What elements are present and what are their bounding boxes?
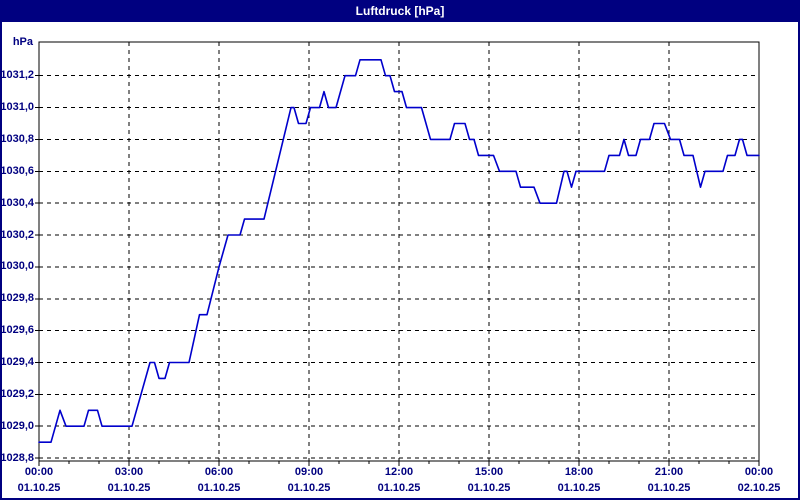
window-title: Luftdruck [hPa]: [355, 4, 445, 18]
x-axis-time-label: 06:00: [204, 466, 234, 478]
y-axis-unit-label: hPa: [12, 36, 33, 48]
x-axis-date-label: 02.10.25: [737, 482, 781, 494]
x-axis-time-label: 00:00: [744, 466, 774, 478]
y-axis-tick-label: 1031,0: [0, 101, 34, 114]
pressure-series-line: [38, 58, 760, 444]
x-axis-date-label: 01.10.25: [647, 482, 691, 494]
x-axis-time-label: 21:00: [654, 466, 684, 478]
y-axis-tick-label: 1031,2: [0, 69, 34, 82]
x-axis-date-label: 01.10.25: [467, 482, 511, 494]
x-axis-date-label: 01.10.25: [377, 482, 421, 494]
x-axis-time-label: 03:00: [114, 466, 144, 478]
x-axis-time-label: 12:00: [384, 466, 414, 478]
x-axis-date-label: 01.10.25: [107, 482, 151, 494]
title-bar: Luftdruck [hPa]: [0, 0, 800, 22]
y-axis-tick-label: 1029,8: [0, 292, 34, 305]
x-axis-time-label: 15:00: [474, 466, 504, 478]
x-axis-date-label: 01.10.25: [557, 482, 601, 494]
y-axis-tick-label: 1029,2: [0, 387, 34, 400]
y-axis-tick-label: 1030,8: [0, 132, 34, 145]
x-axis-date-label: 01.10.25: [287, 482, 331, 494]
y-axis-tick-label: 1030,0: [0, 260, 34, 273]
y-axis-tick-label: 1030,4: [0, 196, 34, 209]
x-axis-date-label: 01.10.25: [197, 482, 241, 494]
y-axis-tick-label: 1029,6: [0, 324, 34, 337]
x-axis-date-label: 01.10.25: [17, 482, 61, 494]
x-axis-time-label: 00:00: [24, 466, 54, 478]
y-axis-tick-label: 1030,2: [0, 228, 34, 241]
x-axis-time-label: 18:00: [564, 466, 594, 478]
y-axis-tick-label: 1029,0: [0, 419, 34, 432]
y-axis-tick-label: 1030,6: [0, 164, 34, 177]
plot-border: [38, 41, 760, 462]
x-axis-time-label: 09:00: [294, 466, 324, 478]
y-axis-tick-label: 1029,4: [0, 356, 34, 368]
y-axis-tick-label: 1028,8: [0, 451, 34, 464]
